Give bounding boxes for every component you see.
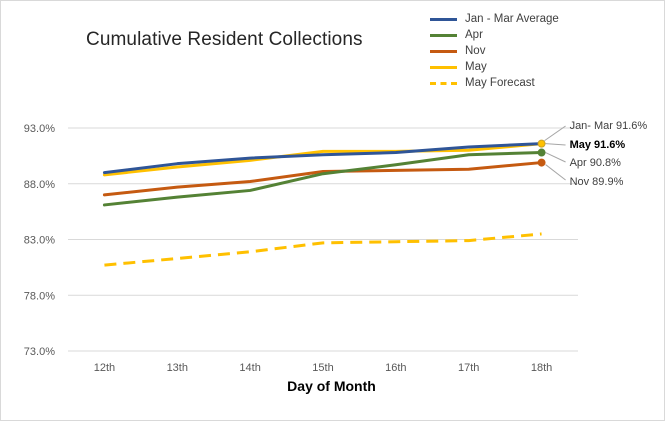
data-label: Apr 90.8% xyxy=(570,157,622,169)
series-line-may-forecast xyxy=(104,232,542,267)
end-marker-apr xyxy=(537,148,546,157)
legend-swatch xyxy=(430,49,457,53)
legend-item: Jan - Mar Average xyxy=(430,11,559,27)
legend-label: Apr xyxy=(465,29,483,41)
legend-item: Apr xyxy=(430,27,559,43)
annotation-leader xyxy=(545,152,566,163)
x-tick-label: 14th xyxy=(239,362,260,374)
end-marker-nov xyxy=(537,158,546,167)
legend-item: May xyxy=(430,59,559,75)
annotation-leader xyxy=(545,164,566,181)
legend-item: May Forecast xyxy=(430,75,559,91)
legend-swatch xyxy=(430,17,457,21)
series-line-apr xyxy=(102,151,544,207)
chart-legend: Jan - Mar Average Apr Nov May May Forecast xyxy=(430,11,559,91)
end-marker-jan-mar-average xyxy=(537,139,546,148)
series-line-may xyxy=(102,142,544,177)
data-label: Jan- Mar 91.6% xyxy=(570,120,648,132)
y-tick-label: 78.0% xyxy=(24,290,55,302)
data-label: Nov 89.9% xyxy=(570,176,624,188)
series-line-jan-mar-average xyxy=(102,142,544,175)
x-tick-label: 17th xyxy=(458,362,479,374)
legend-label: Nov xyxy=(465,45,486,57)
legend-swatch xyxy=(430,33,457,37)
annotation-leader xyxy=(545,143,566,146)
legend-swatch xyxy=(430,65,457,69)
y-tick-label: 93.0% xyxy=(24,123,55,135)
chart-title: Cumulative Resident Collections xyxy=(86,29,363,50)
legend-item: Nov xyxy=(430,43,559,59)
legend-label: May xyxy=(465,61,487,73)
legend-label: May Forecast xyxy=(465,77,535,89)
data-label: May 91.6% xyxy=(570,139,626,151)
annotation-leader xyxy=(544,125,566,142)
x-tick-label: 12th xyxy=(94,362,115,374)
x-tick-label: 16th xyxy=(385,362,406,374)
x-tick-label: 13th xyxy=(167,362,188,374)
y-tick-label: 88.0% xyxy=(24,179,55,191)
legend-swatch xyxy=(430,81,457,85)
x-axis-title: Day of Month xyxy=(287,378,376,394)
legend-label: Jan - Mar Average xyxy=(465,13,559,25)
y-tick-label: 83.0% xyxy=(24,235,55,247)
series-line-nov xyxy=(102,161,544,197)
x-tick-label: 15th xyxy=(312,362,333,374)
x-tick-label: 18th xyxy=(531,362,552,374)
y-tick-label: 73.0% xyxy=(24,346,55,358)
